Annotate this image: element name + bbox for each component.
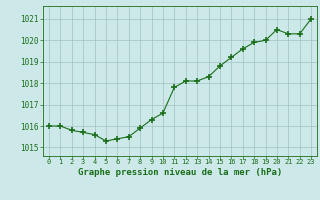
X-axis label: Graphe pression niveau de la mer (hPa): Graphe pression niveau de la mer (hPa) [78,168,282,177]
